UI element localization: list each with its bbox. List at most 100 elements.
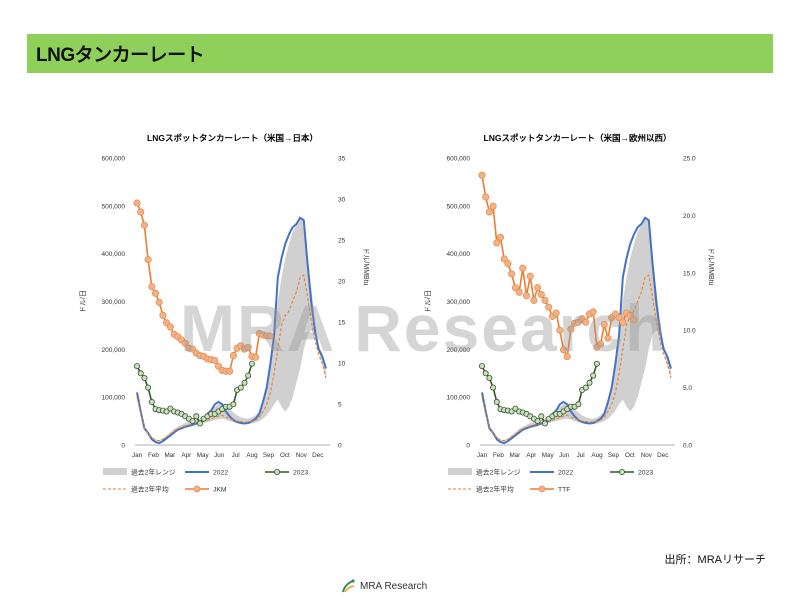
legend-2022-label: 2022 [213, 470, 228, 477]
series-2023-point [493, 398, 500, 405]
series-price-point [541, 296, 549, 304]
y2-tick-label: 10 [338, 361, 346, 368]
series-price-point [244, 343, 252, 351]
legend-price-marker [193, 485, 201, 493]
series-price-point [159, 311, 167, 319]
series-price-point [630, 316, 638, 324]
legend-range-label: 過去2年レンジ [476, 468, 521, 477]
y-tick-label: 0 [466, 443, 470, 450]
series-2023-point [575, 401, 582, 408]
series-2022-line [481, 216, 672, 445]
series-price-point [604, 334, 612, 342]
series-price-point [552, 309, 560, 317]
series-price-point [597, 340, 605, 348]
series-price-point [140, 221, 148, 229]
y-tick-label: 400,000 [102, 251, 126, 258]
series-price-point [144, 256, 152, 264]
y2-axis-label: ドル/MMBtu [707, 247, 714, 285]
range-area [137, 217, 326, 442]
y-tick-label: 500,000 [102, 203, 126, 210]
series-price-point [567, 325, 575, 333]
x-tick-label: Apr [181, 452, 191, 459]
x-tick-label: Jan [477, 452, 488, 459]
series-price-point [522, 292, 531, 300]
legend-2023-label: 2023 [638, 470, 653, 477]
y-tick-label: 100,000 [447, 395, 471, 402]
series-price-point [133, 199, 141, 207]
y-axis-label: ドル/日 [424, 290, 432, 313]
series-2023-point [248, 360, 255, 367]
series-average-line [136, 274, 327, 442]
y-tick-label: 300,000 [102, 299, 126, 306]
series-2023-point [193, 413, 200, 420]
series-price-point [266, 332, 274, 340]
page-title: LNGタンカーレート [36, 45, 205, 66]
series-price-point [515, 288, 523, 296]
y2-axis-label: ドル/MMBtu [362, 247, 369, 285]
chart-us-europe-svg: LNGスポットタンカーレート（米国→欧州以西） 0 100,000 200,000 30… [424, 133, 714, 494]
y-axis-label: ドル/日 [79, 290, 87, 313]
series-2023-point [541, 420, 548, 427]
legend-average-label: 過去2年平均 [476, 485, 514, 494]
series-2023-point [137, 370, 144, 377]
y2-tick-label: 35 [338, 156, 346, 163]
x-tick-label: Nov [296, 452, 308, 459]
x-tick-label: Feb [148, 452, 159, 459]
footer-logo-text: MRA Research [360, 580, 428, 592]
series-price-point [530, 296, 538, 304]
legend-price-label: TTF [558, 487, 570, 494]
series-2023-point [479, 363, 486, 370]
series-price-point [155, 298, 163, 306]
y-tick-label: 200,000 [447, 347, 471, 354]
series-2023-point [593, 360, 600, 367]
y2-tick-label: 5.0 [683, 385, 692, 392]
series-2023-point [586, 379, 593, 386]
series-2022-line [136, 216, 327, 445]
series-2023-point [482, 370, 489, 377]
x-tick-label: Jun [214, 452, 225, 459]
series-price-point [493, 239, 501, 247]
series-price-point [504, 260, 512, 268]
x-tick-label: Mar [509, 452, 520, 459]
series-price-point [489, 202, 497, 210]
legend-2023-label: 2023 [293, 470, 308, 477]
y-tick-label: 300,000 [447, 299, 471, 306]
series-2023-point [538, 413, 545, 420]
series-price-point [482, 193, 490, 201]
y2-tick-label: 15 [338, 320, 346, 327]
y-tick-label: 500,000 [447, 203, 471, 210]
series-2023-point [245, 372, 252, 379]
legend-average-label: 過去2年平均 [131, 485, 169, 494]
series-price-point [556, 326, 564, 334]
mra-logo-icon [342, 579, 355, 593]
y-tick-label: 200,000 [102, 347, 126, 354]
x-tick-label: Jun [559, 452, 570, 459]
y2-tick-label: 20.0 [683, 213, 696, 220]
series-average-line [481, 274, 672, 442]
x-tick-label: Sep [263, 452, 275, 459]
series-2023-point [141, 374, 148, 381]
series-2023-point [241, 379, 248, 386]
series-price-point [500, 255, 508, 263]
chart-title: LNGスポットタンカーレート（米国→日本） [147, 133, 318, 143]
source-note: 出所：MRAリサーチ [664, 554, 766, 566]
y2-tick-label: 0.0 [683, 443, 692, 450]
series-price-point [166, 323, 174, 331]
x-tick-label: May [197, 452, 210, 459]
chart-us-japan-svg: LNGスポットタンカーレート（米国→日本） 0 100,000 200,000 300,… [79, 133, 369, 494]
series-price-point [526, 272, 534, 280]
series-2023-point [189, 418, 196, 425]
x-tick-label: Jul [577, 452, 585, 459]
series-price-point [252, 353, 260, 361]
series-price-point [511, 284, 519, 292]
series-price-point [211, 356, 219, 365]
x-tick-label: Dec [312, 452, 323, 459]
legend-price-label: JKM [213, 487, 227, 494]
series-price-point [151, 289, 160, 297]
chart-title: LNGスポットタンカーレート（米国→欧州以西） [484, 133, 672, 143]
legend-range-swatch [103, 468, 127, 475]
series-price-point [537, 291, 545, 299]
y2-tick-label: 20 [338, 279, 346, 286]
y-tick-label: 400,000 [447, 251, 471, 258]
series-price-point [589, 308, 597, 316]
